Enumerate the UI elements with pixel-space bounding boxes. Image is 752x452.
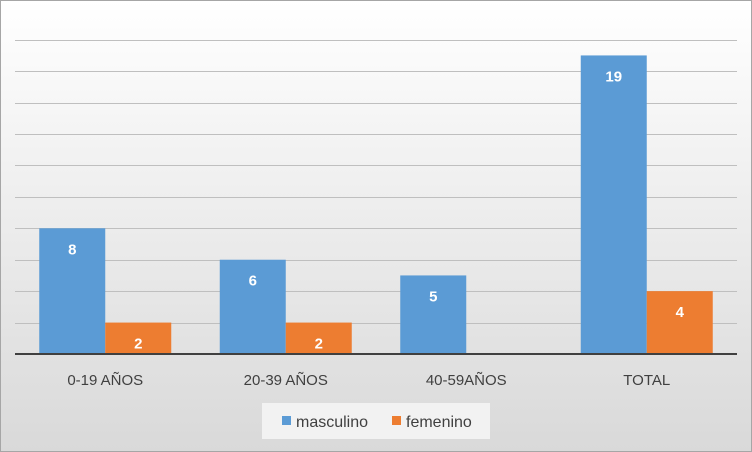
data-label-femenino-0: 2 — [134, 336, 142, 353]
legend-box — [262, 403, 490, 439]
data-label-masculino-0: 8 — [68, 241, 76, 258]
data-label-masculino-1: 6 — [249, 273, 257, 290]
x-tick-label: 0-19 AÑOS — [67, 372, 143, 389]
legend: masculino femenino — [262, 403, 490, 439]
x-tick-label: 20-39 AÑOS — [244, 372, 328, 389]
data-label-masculino-3: 19 — [605, 68, 622, 85]
bar-masculino-2 — [400, 275, 467, 354]
x-tick-labels: 0-19 AÑOS 20-39 AÑOS 40-59AÑOS TOTAL — [67, 372, 670, 389]
bar-masculino-0 — [39, 228, 106, 354]
x-tick-label: TOTAL — [623, 372, 670, 389]
legend-swatch-masculino — [282, 416, 291, 425]
bar-masculino-3 — [580, 55, 647, 355]
legend-swatch-femenino — [392, 416, 401, 425]
data-labels: 8 2 6 2 5 19 4 — [68, 68, 685, 352]
x-tick-label: 40-59AÑOS — [426, 372, 507, 389]
legend-label-femenino: femenino — [406, 414, 472, 431]
data-label-femenino-3: 4 — [676, 304, 685, 321]
data-label-masculino-2: 5 — [429, 288, 437, 305]
bars — [39, 55, 713, 355]
bar-femenino-3 — [646, 291, 713, 354]
bar-femenino-1 — [285, 322, 352, 354]
bar-femenino-0 — [105, 322, 172, 354]
bar-masculino-1 — [219, 259, 286, 354]
legend-label-masculino: masculino — [296, 414, 368, 431]
data-label-femenino-1: 2 — [315, 336, 323, 353]
